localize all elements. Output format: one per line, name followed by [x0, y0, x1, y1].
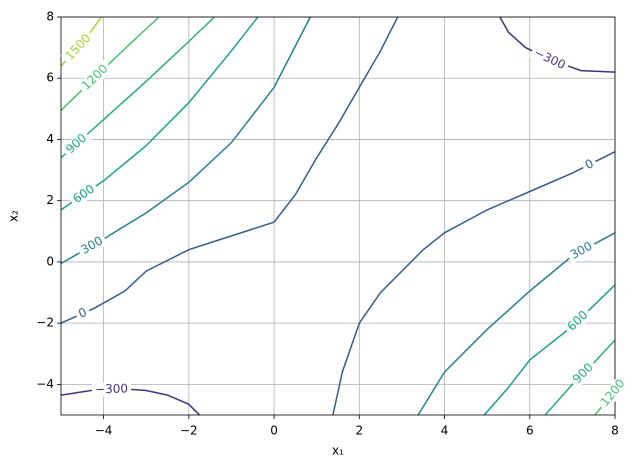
contour-label-group: −300	[91, 381, 132, 398]
contour-line	[60, 16, 311, 265]
x-tick-label: −4	[95, 424, 113, 438]
contour-label-bg	[61, 129, 92, 159]
contour-label-group: 0	[580, 155, 599, 174]
contour-label-bg	[596, 374, 630, 412]
x-tick-label: 4	[441, 424, 449, 438]
contour-label-bg	[73, 304, 92, 323]
x-tick-label: 0	[270, 424, 278, 438]
contour-line	[60, 16, 160, 111]
x-tick-label: −2	[180, 424, 198, 438]
contour-label-bg	[580, 155, 599, 174]
contour-line	[332, 151, 616, 416]
contour-label-group: 1500	[60, 29, 96, 66]
plot-area	[60, 16, 616, 416]
contour-label-bg	[68, 180, 100, 209]
y-tick-label: 2	[46, 193, 54, 207]
contour-label: −300	[95, 381, 128, 396]
contour-label-group: 0	[73, 304, 92, 323]
contour-label-group: 1200	[77, 59, 113, 96]
contour-label-bg	[529, 44, 571, 74]
contour-label-group: 600	[68, 180, 100, 209]
y-tick-label: 8	[46, 10, 54, 24]
y-axis-label: x₂	[7, 210, 21, 222]
contour-label-bg	[77, 59, 113, 96]
contour-label-bg	[562, 305, 594, 337]
contour-line	[417, 232, 616, 416]
contour-label-group: −300	[529, 44, 571, 74]
y-tick-label: −4	[36, 377, 54, 391]
y-tick-label: 6	[46, 71, 54, 85]
contour-label-group: 900	[61, 129, 92, 159]
axes-frame	[60, 16, 616, 416]
contour-line	[60, 16, 259, 211]
contour-line	[60, 16, 399, 324]
contour-label-bg	[60, 29, 96, 66]
y-tick-label: 4	[46, 132, 54, 146]
contour-label-bg	[76, 232, 109, 259]
contour-label-group: 1200	[596, 374, 630, 412]
contour-line	[483, 284, 616, 416]
contour-label-bg	[565, 237, 598, 264]
y-tick-label: −2	[36, 316, 54, 330]
x-axis-label: x₁	[332, 444, 344, 458]
x-tick-label: 2	[355, 424, 363, 438]
contour-line	[60, 16, 215, 159]
x-tick-label: 6	[526, 424, 534, 438]
contour-label-bg	[91, 381, 132, 398]
contour-label: −300	[532, 45, 568, 72]
contour-label-bg	[568, 358, 599, 389]
x-tick-label: 8	[611, 424, 619, 438]
contour-label-group: 300	[565, 237, 598, 264]
y-tick-label: 0	[46, 254, 54, 268]
